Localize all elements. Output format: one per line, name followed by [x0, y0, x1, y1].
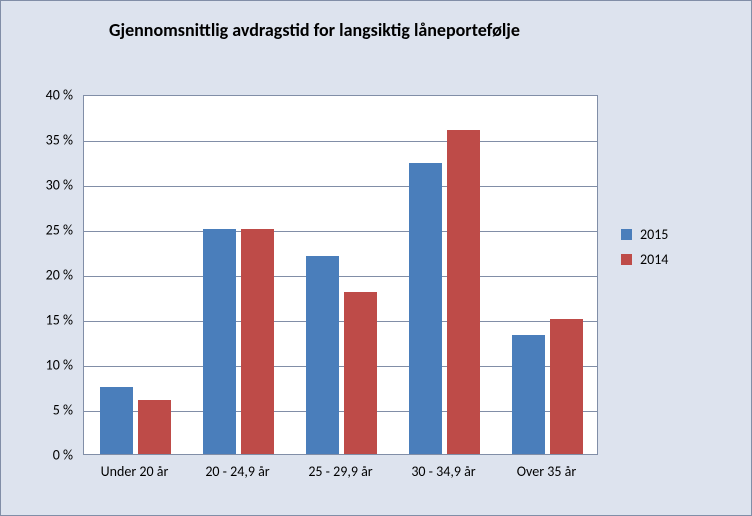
y-axis-tick-label: 0 %: [1, 447, 73, 464]
chart-container: Gjennomsnittlig avdragstid for langsikti…: [0, 0, 752, 516]
legend-item: 2014: [621, 251, 668, 268]
gridline: [84, 321, 597, 322]
y-axis-tick-label: 30 %: [1, 177, 73, 194]
plot-area: [83, 95, 598, 455]
bar: [100, 387, 133, 454]
x-axis-tick-label: Under 20 år: [101, 463, 169, 480]
y-axis-tick-label: 20 %: [1, 267, 73, 284]
gridline: [84, 276, 597, 277]
gridline: [84, 186, 597, 187]
x-axis-tick-label: Over 35 år: [517, 463, 576, 480]
bar: [550, 319, 583, 454]
legend-item: 2015: [621, 226, 668, 243]
bar: [203, 229, 236, 454]
bar: [138, 400, 171, 454]
bar: [409, 163, 442, 454]
legend-swatch: [621, 254, 632, 265]
legend-label: 2014: [640, 251, 668, 268]
legend-label: 2015: [640, 226, 668, 243]
bar: [241, 229, 274, 454]
x-axis-tick-label: 25 - 29,9 år: [308, 463, 372, 480]
gridline: [84, 231, 597, 232]
y-axis-tick-label: 40 %: [1, 87, 73, 104]
legend: 2015 2014: [621, 226, 668, 276]
y-axis-tick-label: 15 %: [1, 312, 73, 329]
y-axis-tick-label: 25 %: [1, 222, 73, 239]
x-axis-tick-label: 20 - 24,9 år: [205, 463, 269, 480]
gridline: [84, 141, 597, 142]
bar: [306, 256, 339, 454]
bar: [344, 292, 377, 454]
x-axis-tick-label: 30 - 34,9 år: [411, 463, 475, 480]
bar: [447, 130, 480, 454]
chart-title: Gjennomsnittlig avdragstid for langsikti…: [109, 19, 629, 42]
y-axis-tick-label: 5 %: [1, 402, 73, 419]
bar: [512, 335, 545, 454]
legend-swatch: [621, 229, 632, 240]
y-axis-tick-label: 10 %: [1, 357, 73, 374]
y-axis-tick-label: 35 %: [1, 132, 73, 149]
